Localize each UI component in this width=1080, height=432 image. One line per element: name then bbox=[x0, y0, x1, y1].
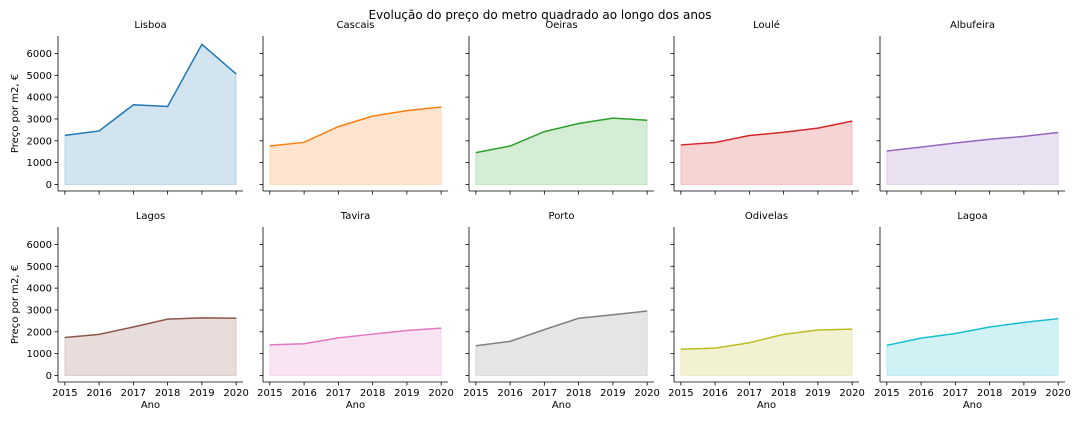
series-line bbox=[886, 317, 1059, 347]
x-tick-label: 2020 bbox=[1045, 388, 1070, 399]
x-axis-label: Ano bbox=[963, 400, 982, 411]
x-tick-label: 2015 bbox=[463, 388, 488, 399]
x-tick-label: 2019 bbox=[1011, 388, 1036, 399]
x-tick-label: 2017 bbox=[326, 388, 351, 399]
y-tick-label: 2000 bbox=[27, 136, 52, 147]
y-axis-label: Preço por m2, € bbox=[10, 74, 21, 153]
series-line bbox=[680, 120, 853, 146]
area-fill bbox=[680, 328, 853, 376]
x-tick-label: 2017 bbox=[532, 388, 557, 399]
y-tick-label: 1000 bbox=[27, 349, 52, 360]
area-fill bbox=[475, 310, 648, 376]
x-tick-label: 2017 bbox=[737, 388, 762, 399]
panel-6: Tavira 2015 2016 2017 2018 2019 2020 Ano bbox=[257, 211, 454, 411]
area-fill bbox=[886, 131, 1059, 185]
x-tick-label: 2018 bbox=[566, 388, 591, 399]
panel-8: Odivelas 2015 2016 2017 2018 2019 2020 Ano bbox=[668, 211, 865, 411]
x-axis-label: Ano bbox=[552, 400, 571, 411]
panel-4: Albufeira bbox=[876, 20, 1065, 195]
series-line bbox=[475, 310, 648, 347]
x-tick-label: 2018 bbox=[360, 388, 385, 399]
series-line bbox=[269, 106, 442, 147]
x-tick-label: 2016 bbox=[497, 388, 522, 399]
y-tick-label: 5000 bbox=[27, 71, 52, 82]
panel-1: Cascais bbox=[259, 20, 448, 195]
x-tick-label: 2016 bbox=[908, 388, 933, 399]
series-line bbox=[269, 327, 442, 346]
x-tick-label: 2018 bbox=[771, 388, 796, 399]
x-tick-label: 2017 bbox=[943, 388, 968, 399]
x-tick-label: 2015 bbox=[257, 388, 282, 399]
series-line bbox=[64, 317, 237, 339]
series-line bbox=[680, 328, 853, 351]
y-tick-label: 3000 bbox=[27, 114, 52, 125]
y-tick-label: 1000 bbox=[27, 158, 52, 169]
x-tick-label: 2015 bbox=[52, 388, 77, 399]
area-fill bbox=[886, 318, 1059, 376]
panel-title: Loulé bbox=[753, 19, 780, 31]
area-fill bbox=[680, 120, 853, 185]
x-tick-label: 2020 bbox=[428, 388, 453, 399]
x-tick-label: 2020 bbox=[839, 388, 864, 399]
y-tick-label: 0 bbox=[46, 371, 52, 382]
panel-0: Lisboa 0 1000 2000 3000 4000 5000 6000 Preço por… bbox=[10, 20, 243, 195]
panel-title: Lagos bbox=[136, 211, 165, 222]
x-tick-label: 2019 bbox=[805, 388, 830, 399]
series-line bbox=[475, 117, 648, 154]
y-tick-label: 3000 bbox=[27, 305, 52, 316]
x-tick-label: 2018 bbox=[977, 388, 1002, 399]
area-fill bbox=[269, 106, 442, 185]
panel-title: Odivelas bbox=[745, 211, 788, 222]
x-tick-label: 2016 bbox=[702, 388, 727, 399]
panel-2: Oeiras bbox=[465, 20, 654, 195]
series-line bbox=[64, 43, 237, 137]
panel-title: Lisboa bbox=[134, 20, 166, 31]
x-tick-label: 2015 bbox=[874, 388, 899, 399]
panel-7: Porto 2015 2016 2017 2018 2019 2020 Ano bbox=[463, 211, 660, 411]
x-tick-label: 2016 bbox=[86, 388, 111, 399]
x-tick-label: 2017 bbox=[121, 388, 146, 399]
x-axis-label: Ano bbox=[346, 400, 365, 411]
panel-title: Cascais bbox=[337, 20, 375, 31]
y-tick-label: 6000 bbox=[27, 240, 52, 251]
series-line bbox=[886, 131, 1059, 152]
panel-title: Tavira bbox=[340, 211, 371, 222]
x-tick-label: 2019 bbox=[600, 388, 625, 399]
area-fill bbox=[269, 327, 442, 376]
panel-title: Albufeira bbox=[950, 20, 995, 31]
x-tick-label: 2016 bbox=[291, 388, 316, 399]
y-axis-label: Preço por m2, € bbox=[10, 265, 21, 344]
chart-title: Evolução do preço do metro quadrado ao l… bbox=[368, 8, 711, 22]
y-tick-label: 4000 bbox=[27, 284, 52, 295]
x-axis-label: Ano bbox=[757, 400, 776, 411]
x-tick-label: 2020 bbox=[634, 388, 659, 399]
panel-title: Oeiras bbox=[545, 20, 577, 31]
y-tick-label: 2000 bbox=[27, 327, 52, 338]
x-tick-label: 2018 bbox=[155, 388, 180, 399]
y-tick-label: 5000 bbox=[27, 262, 52, 273]
area-fill bbox=[64, 317, 237, 376]
panel-3: Loulé bbox=[670, 19, 859, 195]
x-tick-label: 2019 bbox=[189, 388, 214, 399]
x-tick-label: 2020 bbox=[223, 388, 248, 399]
y-tick-label: 6000 bbox=[27, 49, 52, 60]
x-tick-label: 2015 bbox=[668, 388, 693, 399]
panel-9: Lagoa 2015 2016 2017 2018 2019 2020 Ano bbox=[874, 211, 1071, 411]
panel-5: Lagos 0 1000 2000 3000 4000 5000 6000 2015 2016 20… bbox=[10, 211, 249, 411]
x-tick-label: 2019 bbox=[394, 388, 419, 399]
panel-title: Porto bbox=[549, 211, 575, 222]
y-tick-label: 0 bbox=[46, 180, 52, 191]
panel-title: Lagoa bbox=[957, 211, 987, 222]
x-axis-label: Ano bbox=[141, 400, 160, 411]
area-fill bbox=[64, 43, 237, 185]
y-tick-label: 4000 bbox=[27, 93, 52, 104]
